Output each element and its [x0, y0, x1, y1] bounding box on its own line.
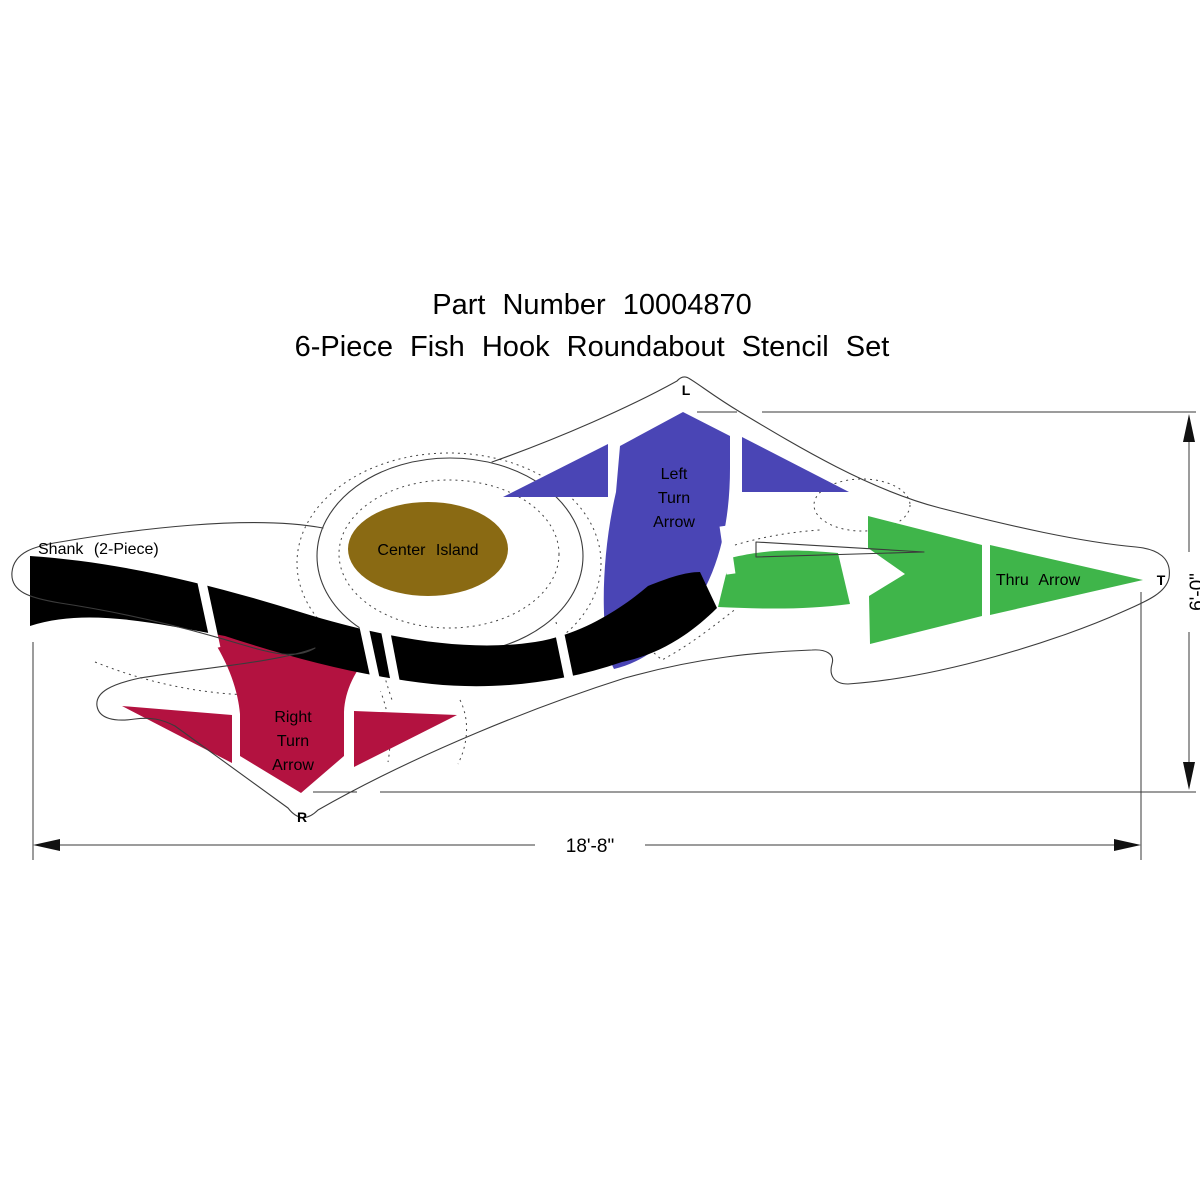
left-turn-arrow-right-wing — [742, 437, 849, 492]
dim-arrowhead-right-icon — [1114, 839, 1141, 851]
joint-dotted-guide — [813, 478, 911, 532]
left-turn-label-line3: Arrow — [653, 514, 695, 531]
left-turn-arrow-left-wing — [503, 444, 608, 497]
left-turn-label-line1: Left — [661, 466, 688, 483]
shank-joint-slit-4 — [553, 624, 577, 694]
stencil-set-title: 6-Piece Fish Hook Roundabout Stencil Set — [295, 331, 890, 363]
shank-label: Shank (2-Piece) — [38, 541, 159, 558]
right-turn-label-line1: Right — [274, 709, 312, 726]
shank-joint-slit-3 — [380, 627, 403, 697]
center-island-label: Center Island — [377, 542, 478, 559]
marker-letter-L: L — [682, 382, 691, 398]
right-turn-label-line3: Arrow — [272, 757, 314, 774]
inner-lane-dotted-guide — [338, 479, 560, 629]
dotted-guide-under-shank — [94, 661, 331, 696]
dotted-guide-right-wing — [379, 689, 391, 763]
thru-arrow-stencil — [718, 516, 1143, 644]
marker-letter-T: T — [1157, 572, 1166, 588]
right-turn-arrow-label: Right Turn Arrow — [272, 709, 314, 774]
dim-arrowhead-left-icon — [33, 839, 60, 851]
right-turn-label-line2: Turn — [277, 733, 309, 750]
dotted-guide-green-top — [734, 529, 821, 546]
thru-arrow-chevron — [868, 516, 982, 644]
width-dimension: 18'-8" — [33, 836, 1141, 857]
height-dimension: 6'-0" — [1183, 414, 1200, 790]
height-dimension-label: 6'-0" — [1187, 573, 1200, 611]
shank-joint-slit-2 — [358, 621, 383, 693]
dim-arrowhead-up-icon — [1183, 414, 1195, 442]
thru-arrow-label: Thru Arrow — [996, 572, 1081, 589]
left-turn-arrow-label: Left Turn Arrow — [653, 466, 695, 531]
part-number-title: Part Number 10004870 — [432, 289, 751, 321]
dotted-guide-gap3 — [644, 607, 738, 661]
right-turn-arrow-left-wing — [122, 706, 232, 763]
thru-arrow-shaft — [718, 550, 850, 609]
dotted-guide-red-arc — [457, 699, 468, 765]
thru-arrow-tip — [990, 545, 1143, 615]
dim-arrowhead-down-icon — [1183, 762, 1195, 790]
thin-wedge-piece-outline — [755, 541, 925, 558]
marker-letter-R: R — [297, 809, 307, 825]
right-turn-arrow-stem — [205, 628, 372, 793]
left-turn-label-line2: Turn — [658, 490, 690, 507]
center-island-shape — [348, 502, 508, 596]
right-turn-arrow-right-wing — [354, 711, 457, 767]
width-dimension-label: 18'-8" — [566, 836, 614, 857]
right-turn-arrow-stencil — [122, 628, 457, 793]
outer-lane-dotted-guide — [296, 452, 602, 674]
stencil-outline — [11, 376, 1170, 819]
blue-green-joint-slit — [719, 525, 736, 575]
